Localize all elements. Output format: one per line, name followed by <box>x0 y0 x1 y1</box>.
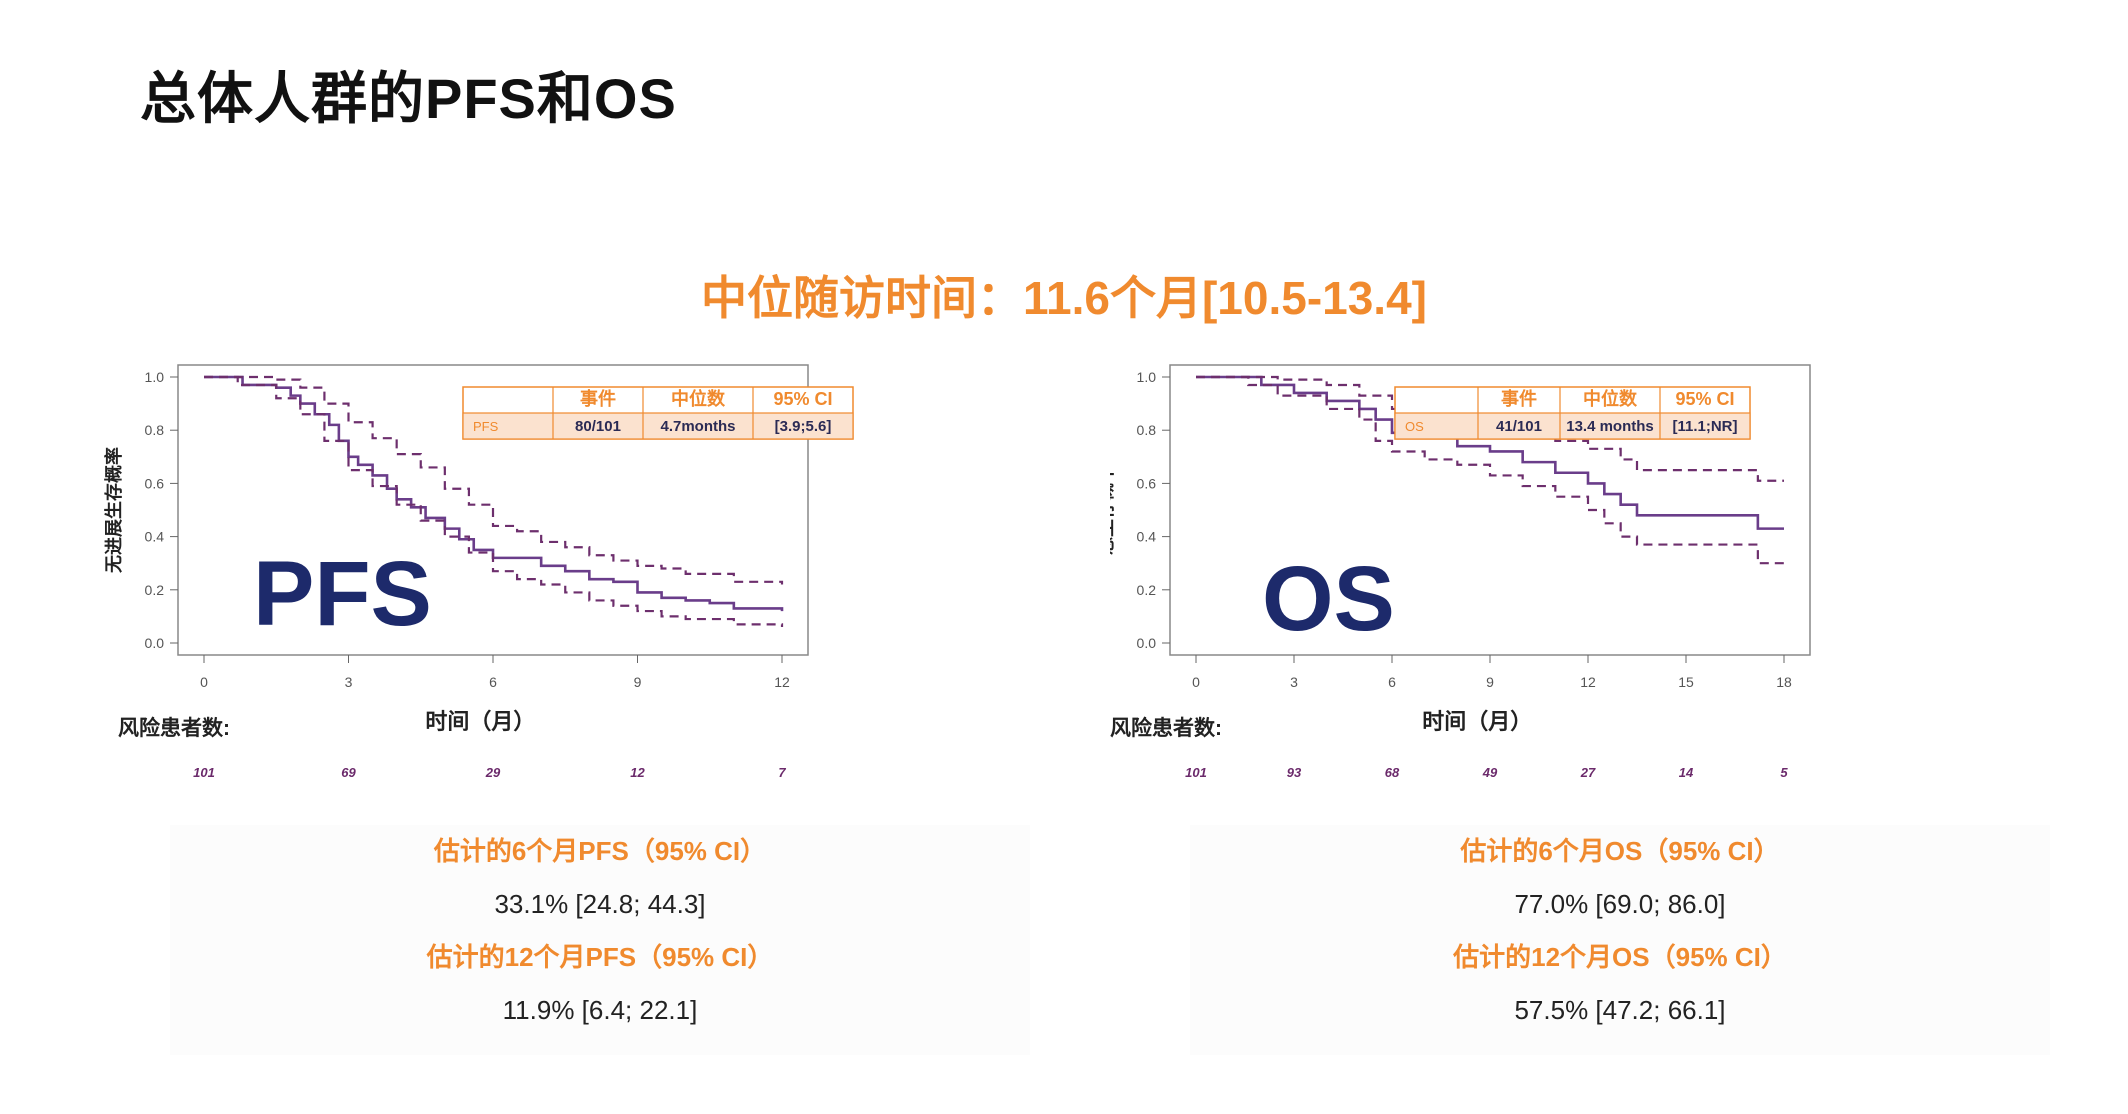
y-tick-label: 0.8 <box>145 422 165 438</box>
risk-count: 29 <box>485 765 501 780</box>
x-tick-label: 15 <box>1678 674 1694 690</box>
risk-table-title: 风险患者数: <box>1110 716 1222 740</box>
risk-count: 5 <box>1780 765 1788 780</box>
risk-count: 7 <box>778 765 786 780</box>
pfs-12m-value: 11.9% [6.4; 22.1] <box>502 995 698 1025</box>
os-6m-title: 估计的6个月OS（95% CI） <box>1460 836 1780 866</box>
survival-curve <box>204 375 784 612</box>
summary-table-header: 事件 <box>580 388 616 409</box>
ci-curve <box>204 375 784 585</box>
os-12m-title: 估计的12个月OS（95% CI） <box>1453 942 1787 972</box>
y-tick-label: 0.4 <box>1137 529 1157 545</box>
y-tick-label: 0.0 <box>1137 635 1157 651</box>
os-estimates-box <box>1190 825 2050 1055</box>
y-tick-label: 1.0 <box>1137 369 1157 385</box>
risk-count: 68 <box>1385 765 1400 780</box>
summary-table-cell: 41/101 <box>1496 418 1542 435</box>
pfs-6m-title: 估计的6个月PFS（95% CI） <box>433 836 767 866</box>
risk-count: 14 <box>1679 765 1694 780</box>
slide-title: 总体人群的PFS和OS <box>140 67 677 130</box>
summary-table-cell: 13.4 months <box>1566 418 1654 435</box>
summary-table-header: 事件 <box>1501 388 1537 409</box>
y-axis-label: 无进展生存概率 <box>103 447 124 573</box>
risk-count: 69 <box>341 765 356 780</box>
summary-table-cell: 4.7months <box>660 418 735 435</box>
median-followup: 中位随访时间：11.6个月[10.5-13.4] <box>700 272 1427 324</box>
x-axis-label: 时间（月） <box>1422 709 1532 734</box>
risk-table-title: 风险患者数: <box>118 716 230 740</box>
summary-table-cell: PFS <box>473 419 499 434</box>
summary-table-cell: [11.1;NR] <box>1672 418 1737 435</box>
y-tick-label: 0.4 <box>145 529 165 545</box>
x-tick-label: 0 <box>200 674 208 690</box>
pfs-panel: 0.0 0.2 0.4 0.6 0.8 1.0 0 3 6 9 12 无进展生存概率 时间（月） PFS P… <box>90 355 1070 1075</box>
risk-count: 49 <box>1482 765 1498 780</box>
x-tick-label: 9 <box>1486 674 1494 690</box>
y-tick-label: 0.2 <box>145 582 165 598</box>
pfs-6m-value: 33.1% [24.8; 44.3] <box>494 889 706 919</box>
x-tick-label: 6 <box>489 674 497 690</box>
x-tick-label: 6 <box>1388 674 1396 690</box>
y-axis-label: 总生存概率 <box>1110 465 1116 555</box>
risk-count: 101 <box>193 765 215 780</box>
ci-curve <box>1196 375 1784 565</box>
overlay-label: PFS <box>253 543 432 645</box>
os-estimates: 估计的6个月OS（95% CI） 77.0% [69.0; 86.0] 估计的1… <box>1190 825 2050 1037</box>
x-tick-label: 3 <box>345 674 353 690</box>
x-tick-label: 12 <box>1580 674 1596 690</box>
ci-curve <box>1196 375 1784 482</box>
x-tick-label: 3 <box>1290 674 1298 690</box>
summary-table-header: 中位数 <box>1583 388 1638 409</box>
x-tick-label: 18 <box>1776 674 1792 690</box>
summary-table-row-bg <box>462 412 854 440</box>
summary-table-cell: [3.9;5.6] <box>775 418 832 435</box>
os-12m-value: 57.5% [47.2; 66.1] <box>1514 995 1726 1025</box>
y-tick-label: 1.0 <box>145 369 165 385</box>
pfs-estimates-box <box>170 825 1030 1055</box>
y-tick-label: 0.6 <box>1137 475 1157 491</box>
pfs-estimates: 估计的6个月PFS（95% CI） 33.1% [24.8; 44.3] 估计的… <box>170 825 1030 1037</box>
ci-curve <box>204 375 784 628</box>
x-tick-label: 9 <box>634 674 642 690</box>
summary-table-header: 95% CI <box>773 389 832 409</box>
pfs-12m-title: 估计的12个月PFS（95% CI） <box>426 942 774 972</box>
y-tick-label: 0.8 <box>1137 422 1157 438</box>
risk-count: 93 <box>1287 765 1302 780</box>
summary-table-header: 95% CI <box>1675 389 1734 409</box>
os-6m-value: 77.0% [69.0; 86.0] <box>1514 889 1726 919</box>
y-tick-label: 0.0 <box>145 635 165 651</box>
overlay-label: OS <box>1262 548 1395 650</box>
y-tick-label: 0.2 <box>1137 582 1157 598</box>
summary-table-header: 中位数 <box>671 388 726 409</box>
risk-count: 12 <box>630 765 645 780</box>
os-panel: 0.0 0.2 0.4 0.6 0.8 1.0 0 3 6 9 12 15 18 总生存概率时间（月） OS… <box>1110 355 2090 1075</box>
risk-count: 27 <box>1580 765 1596 780</box>
x-tick-label: 12 <box>774 674 790 690</box>
survival-curve <box>1196 375 1784 530</box>
y-tick-label: 0.6 <box>145 475 165 491</box>
x-tick-label: 0 <box>1192 674 1200 690</box>
summary-table-cell: 80/101 <box>575 418 621 435</box>
risk-count: 101 <box>1185 765 1207 780</box>
x-axis-label: 时间（月） <box>425 709 535 734</box>
pfs-km-chart: 0.00.20.40.60.81.00 3 6 9 12无进展生存概率时间（月）PFSP… <box>103 364 854 780</box>
summary-table-row-bg <box>1394 412 1751 440</box>
summary-table-cell: OS <box>1405 419 1424 434</box>
